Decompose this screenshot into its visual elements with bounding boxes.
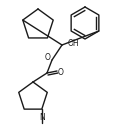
Text: O: O	[45, 53, 51, 61]
Text: OH: OH	[67, 38, 79, 47]
Text: N: N	[39, 113, 44, 122]
Text: O: O	[57, 68, 63, 76]
